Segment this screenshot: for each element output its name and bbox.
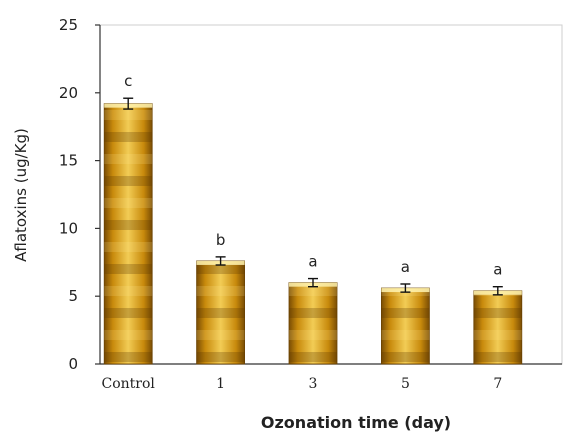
x-tick-label: 3 xyxy=(309,376,318,392)
y-tick-label: 0 xyxy=(68,355,78,373)
significance-label: b xyxy=(216,231,226,249)
x-axis-label: Ozonation time (day) xyxy=(261,413,451,432)
y-tick-label: 20 xyxy=(59,84,78,102)
x-axis-ticks: Control 1 3 5 7 xyxy=(102,376,503,392)
significance-label: a xyxy=(401,258,410,276)
x-tick-label: 7 xyxy=(493,376,502,392)
bar-shading xyxy=(196,260,245,364)
x-tick-label: 5 xyxy=(401,376,410,392)
y-axis-ticks: 0 5 10 15 20 25 xyxy=(59,16,100,373)
bars-group: c b a a a xyxy=(103,72,523,365)
significance-label: a xyxy=(308,253,317,271)
bar-shading xyxy=(289,282,337,364)
bar-shading xyxy=(104,103,153,364)
y-tick-label: 15 xyxy=(59,152,78,170)
x-tick-label: 1 xyxy=(216,376,225,392)
y-tick-label: 5 xyxy=(68,287,78,305)
bar-shading xyxy=(473,290,522,364)
significance-label: c xyxy=(124,72,132,90)
significance-label: a xyxy=(493,261,502,279)
bar-shading xyxy=(381,288,430,364)
y-axis-label: Aflatoxins (ug/Kg) xyxy=(12,128,30,262)
y-tick-label: 25 xyxy=(59,16,78,34)
y-tick-label: 10 xyxy=(59,219,78,237)
x-tick-label: Control xyxy=(102,376,156,392)
